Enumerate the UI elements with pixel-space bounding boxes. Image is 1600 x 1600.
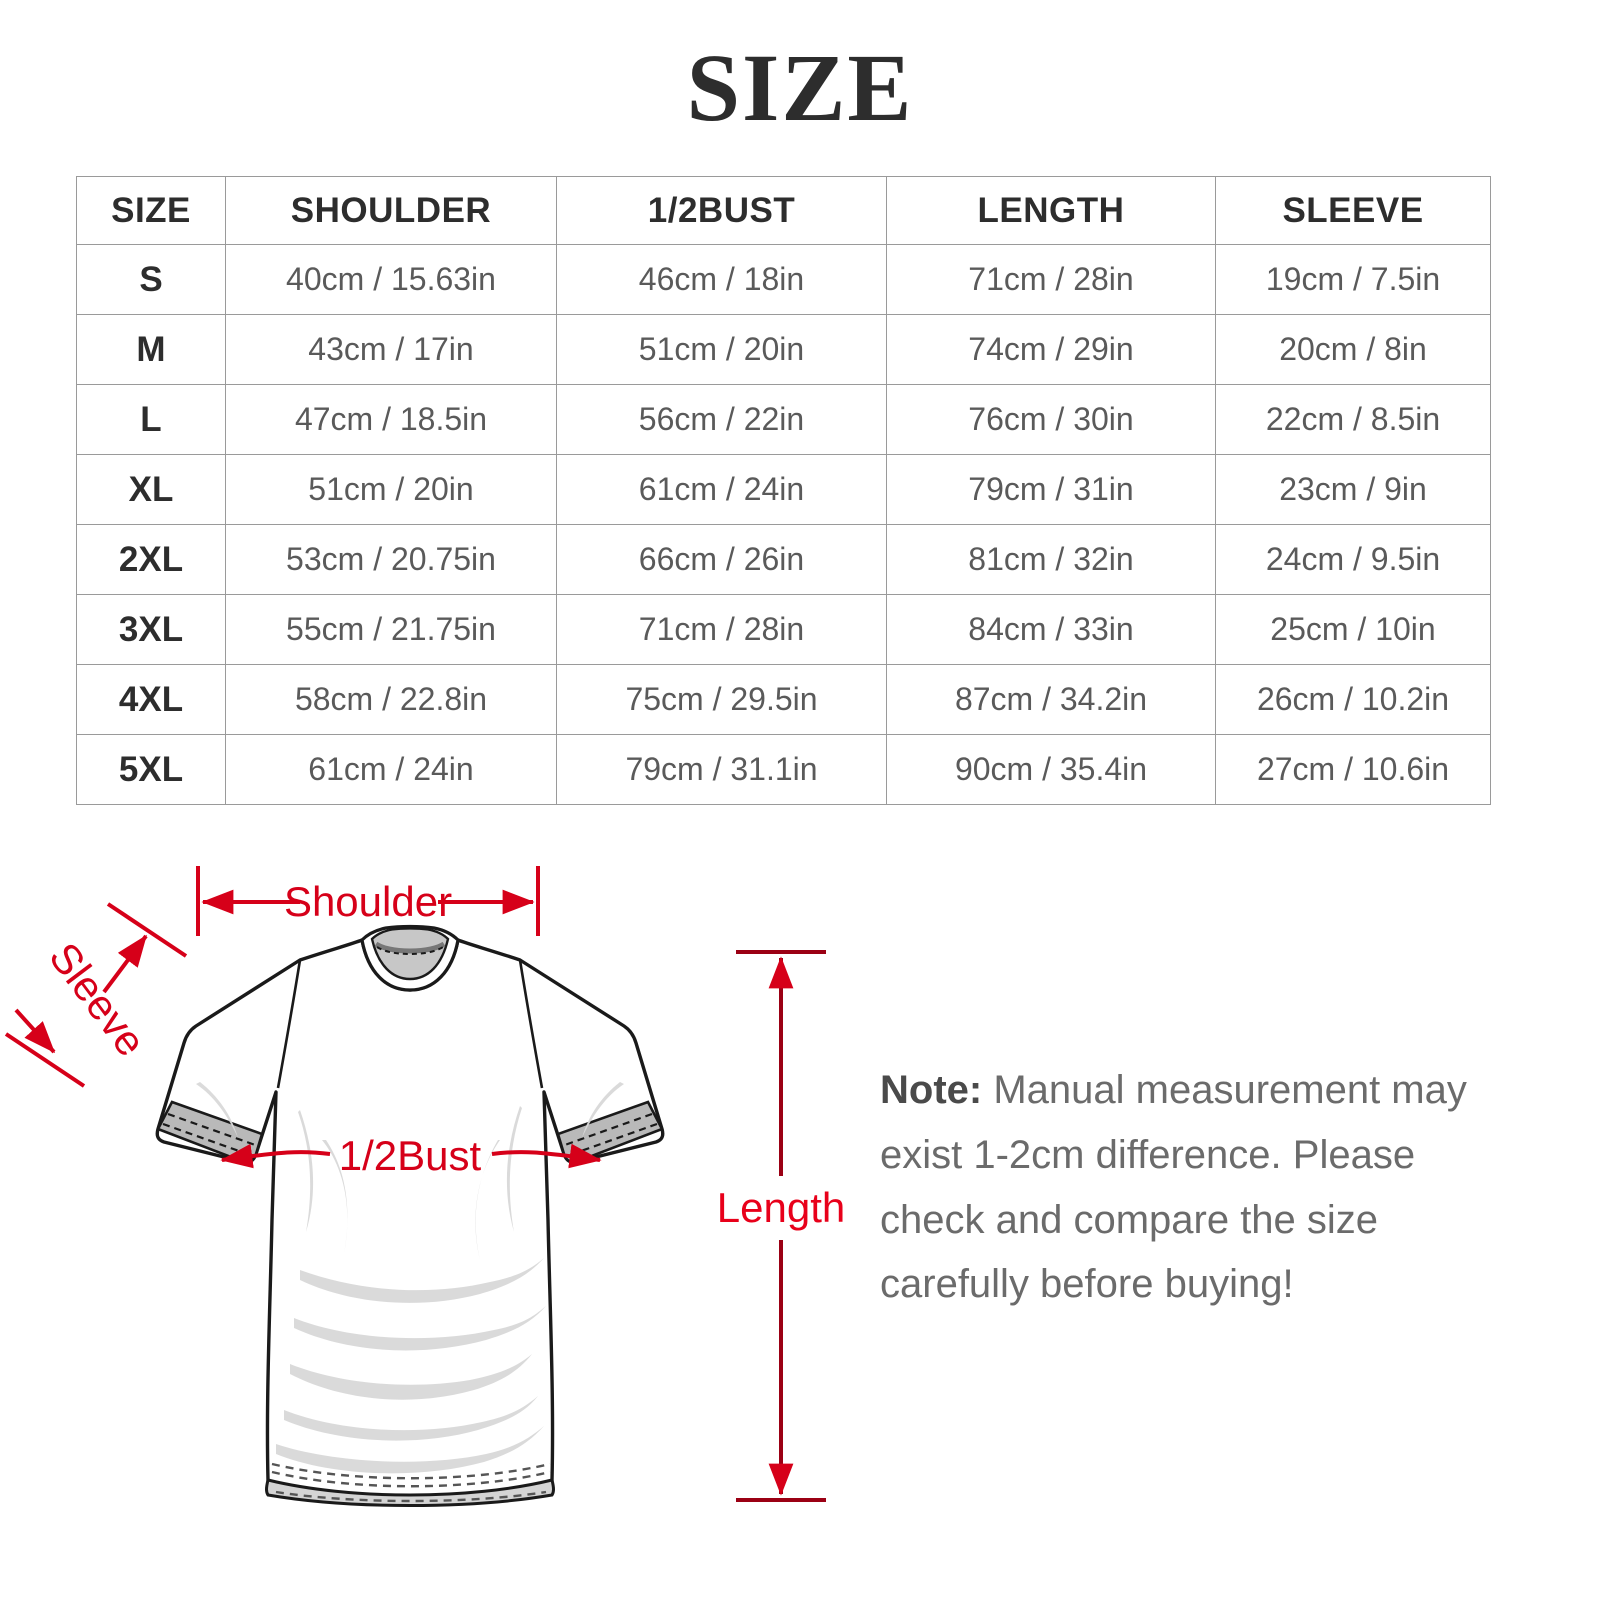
fabric-shading xyxy=(196,1082,624,1474)
cell-bust: 56cm / 22in xyxy=(556,384,887,455)
cell-length: 90cm / 35.4in xyxy=(886,734,1216,805)
column-header-sleeve: SLEEVE xyxy=(1215,176,1491,245)
cell-length: 81cm / 32in xyxy=(886,524,1216,595)
tshirt-illustration xyxy=(155,924,665,1507)
cell-bust: 75cm / 29.5in xyxy=(556,664,887,735)
cell-sleeve: 27cm / 10.6in xyxy=(1215,734,1491,805)
hem-stitch-upper2 xyxy=(271,1470,551,1488)
cell-length: 74cm / 29in xyxy=(886,314,1216,385)
cell-bust: 51cm / 20in xyxy=(556,314,887,385)
page-title: SIZE xyxy=(686,34,914,141)
cell-shoulder: 53cm / 20.75in xyxy=(225,524,557,595)
table-header-row: SIZE SHOULDER 1/2BUST LENGTH SLEEVE xyxy=(76,176,1491,245)
cell-sleeve: 25cm / 10in xyxy=(1215,594,1491,665)
length-measure-annotation: Length xyxy=(717,950,845,1502)
cell-size: L xyxy=(76,384,226,455)
table-row: M 43cm / 17in 51cm / 20in 74cm / 29in 20… xyxy=(76,314,1491,385)
cell-length: 76cm / 30in xyxy=(886,384,1216,455)
collar-inner xyxy=(370,927,450,981)
table-row: 4XL 58cm / 22.8in 75cm / 29.5in 87cm / 3… xyxy=(76,664,1491,735)
hem-stitch-upper xyxy=(271,1462,551,1480)
sleeve-arrow-upper xyxy=(102,934,148,994)
cell-bust: 46cm / 18in xyxy=(556,244,887,315)
cell-size: S xyxy=(76,244,226,315)
cell-size: M xyxy=(76,314,226,385)
cell-size: 4XL xyxy=(76,664,226,735)
column-header-shoulder: SHOULDER xyxy=(225,176,557,245)
cell-sleeve: 26cm / 10.2in xyxy=(1215,664,1491,735)
cell-length: 84cm / 33in xyxy=(886,594,1216,665)
shoulder-measure-annotation: Shoulder xyxy=(196,866,540,936)
cell-bust: 79cm / 31.1in xyxy=(556,734,887,805)
cell-length: 71cm / 28in xyxy=(886,244,1216,315)
tshirt-body-outline xyxy=(155,938,665,1503)
bust-arrow-right xyxy=(491,1143,602,1169)
cell-size: 5XL xyxy=(76,734,226,805)
shoulder-seam-left xyxy=(276,959,302,1089)
cell-sleeve: 24cm / 9.5in xyxy=(1215,524,1491,595)
cell-size: 2XL xyxy=(76,524,226,595)
cell-shoulder: 47cm / 18.5in xyxy=(225,384,557,455)
size-table: SIZE SHOULDER 1/2BUST LENGTH SLEEVE S 40… xyxy=(76,176,1491,805)
table-row: XL 51cm / 20in 61cm / 24in 79cm / 31in 2… xyxy=(76,454,1491,525)
table-row: S 40cm / 15.63in 46cm / 18in 71cm / 28in… xyxy=(76,244,1491,315)
shoulder-label: Shoulder xyxy=(284,878,452,925)
cell-sleeve: 20cm / 8in xyxy=(1215,314,1491,385)
sleeve-tick-upper xyxy=(106,902,188,958)
cell-size: XL xyxy=(76,454,226,525)
cell-shoulder: 40cm / 15.63in xyxy=(225,244,557,315)
cell-length: 87cm / 34.2in xyxy=(886,664,1216,735)
hem-stitch-lower xyxy=(275,1490,547,1503)
shoulder-seam-right xyxy=(518,959,544,1089)
cell-shoulder: 51cm / 20in xyxy=(225,454,557,525)
table-row: 3XL 55cm / 21.75in 71cm / 28in 84cm / 33… xyxy=(76,594,1491,665)
cell-shoulder: 55cm / 21.75in xyxy=(225,594,557,665)
column-header-length: LENGTH xyxy=(886,176,1216,245)
sleeve-cuff-stitch-right xyxy=(561,1112,653,1148)
sleeve-measure-annotation: Sleeve xyxy=(4,902,188,1088)
table-row: L 47cm / 18.5in 56cm / 22in 76cm / 30in … xyxy=(76,384,1491,455)
cell-shoulder: 43cm / 17in xyxy=(225,314,557,385)
cell-bust: 66cm / 26in xyxy=(556,524,887,595)
cell-length: 79cm / 31in xyxy=(886,454,1216,525)
cell-sleeve: 19cm / 7.5in xyxy=(1215,244,1491,315)
sleeve-arrow-lower xyxy=(14,1008,56,1054)
cell-shoulder: 61cm / 24in xyxy=(225,734,557,805)
bust-label: 1/2Bust xyxy=(339,1132,482,1179)
sleeve-cuff-stitch-right2 xyxy=(566,1122,658,1158)
column-header-bust: 1/2BUST xyxy=(556,176,887,245)
cell-bust: 71cm / 28in xyxy=(556,594,887,665)
table-row: 5XL 61cm / 24in 79cm / 31.1in 90cm / 35.… xyxy=(76,734,1491,805)
cell-bust: 61cm / 24in xyxy=(556,454,887,525)
sleeve-cuff-stitch-left xyxy=(167,1112,259,1148)
measurement-note: Note: Manual measurement may exist 1-2cm… xyxy=(880,1058,1520,1317)
sleeve-tick-lower xyxy=(4,1032,86,1088)
tshirt-measurement-diagram: Shoulder Sleeve 1/2Bust xyxy=(0,840,860,1580)
cell-sleeve: 23cm / 9in xyxy=(1215,454,1491,525)
bust-measure-annotation: 1/2Bust xyxy=(220,1132,602,1179)
note-label: Note: xyxy=(880,1068,983,1112)
cell-size: 3XL xyxy=(76,594,226,665)
cell-shoulder: 58cm / 22.8in xyxy=(225,664,557,735)
column-header-size: SIZE xyxy=(76,176,226,245)
table-row: 2XL 53cm / 20.75in 66cm / 26in 81cm / 32… xyxy=(76,524,1491,595)
collar-stitch-band xyxy=(374,941,446,954)
bust-arrow-left xyxy=(220,1143,331,1169)
cell-sleeve: 22cm / 8.5in xyxy=(1215,384,1491,455)
sleeve-label: Sleeve xyxy=(40,934,155,1065)
note-text: Manual measurement may exist 1-2cm diffe… xyxy=(880,1068,1467,1307)
length-label: Length xyxy=(717,1184,845,1231)
sleeve-cuff-stitch-left2 xyxy=(162,1122,254,1158)
